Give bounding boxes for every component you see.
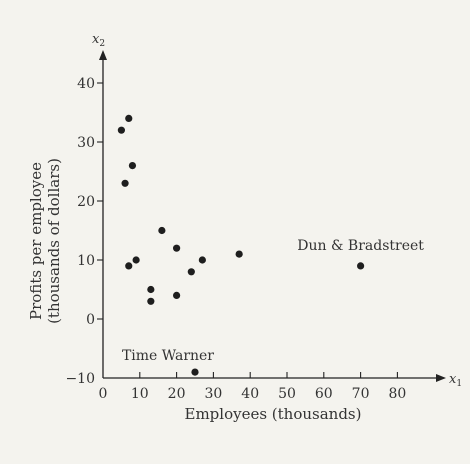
x-tick-label: 60: [315, 386, 333, 402]
data-point: [191, 368, 199, 376]
data-point: [147, 297, 155, 305]
data-point: [235, 250, 243, 258]
y-axis-title-line-1: Profits per employee: [27, 162, 45, 320]
data-point: [117, 126, 125, 134]
data-point: [125, 262, 133, 270]
x-tick-label: 50: [278, 386, 296, 402]
x-tick-label: 70: [352, 386, 370, 402]
point-annotation: Dun & Bradstreet: [297, 238, 424, 254]
data-point: [158, 226, 166, 235]
y-tick-label: 40: [77, 76, 95, 92]
data-point: [173, 291, 181, 299]
x-variable-label: x1: [449, 372, 462, 389]
x-tick-label: 10: [131, 386, 149, 402]
annotations: Dun & Bradstreet Time Warner: [122, 238, 424, 364]
data-point: [121, 179, 129, 187]
data-point: [132, 256, 140, 264]
y-tick-label: 0: [86, 312, 95, 328]
y-axis-title: Profits per employee (thousands of dolla…: [27, 158, 63, 324]
y-tick-label: 10: [77, 253, 95, 269]
data-point: [125, 114, 133, 122]
y-axis-arrow: [99, 50, 107, 60]
data-point: [128, 162, 137, 170]
x-axis-title: Employees (thousands): [185, 405, 362, 423]
x-axis-arrow: [436, 374, 446, 382]
x-tick-label: 40: [241, 386, 259, 402]
y-tick-label: 30: [77, 135, 95, 151]
axes: x2 x1: [92, 32, 462, 389]
data-point: [357, 262, 365, 270]
data-point: [147, 285, 155, 294]
data-point: [187, 268, 195, 276]
y-tick-label: −10: [65, 371, 95, 387]
x-tick-label: 20: [168, 386, 186, 402]
y-axis-title-line-2: (thousands of dollars): [45, 158, 63, 324]
data-points: [117, 114, 365, 376]
data-point: [173, 244, 181, 252]
y-variable-label: x2: [92, 32, 105, 49]
y-tick-label: 20: [77, 194, 95, 210]
point-annotation: Time Warner: [122, 348, 214, 364]
x-tick-label: 80: [388, 386, 406, 402]
x-tick-label: 0: [99, 386, 108, 402]
data-point: [198, 256, 206, 264]
x-tick-label: 30: [204, 386, 222, 402]
